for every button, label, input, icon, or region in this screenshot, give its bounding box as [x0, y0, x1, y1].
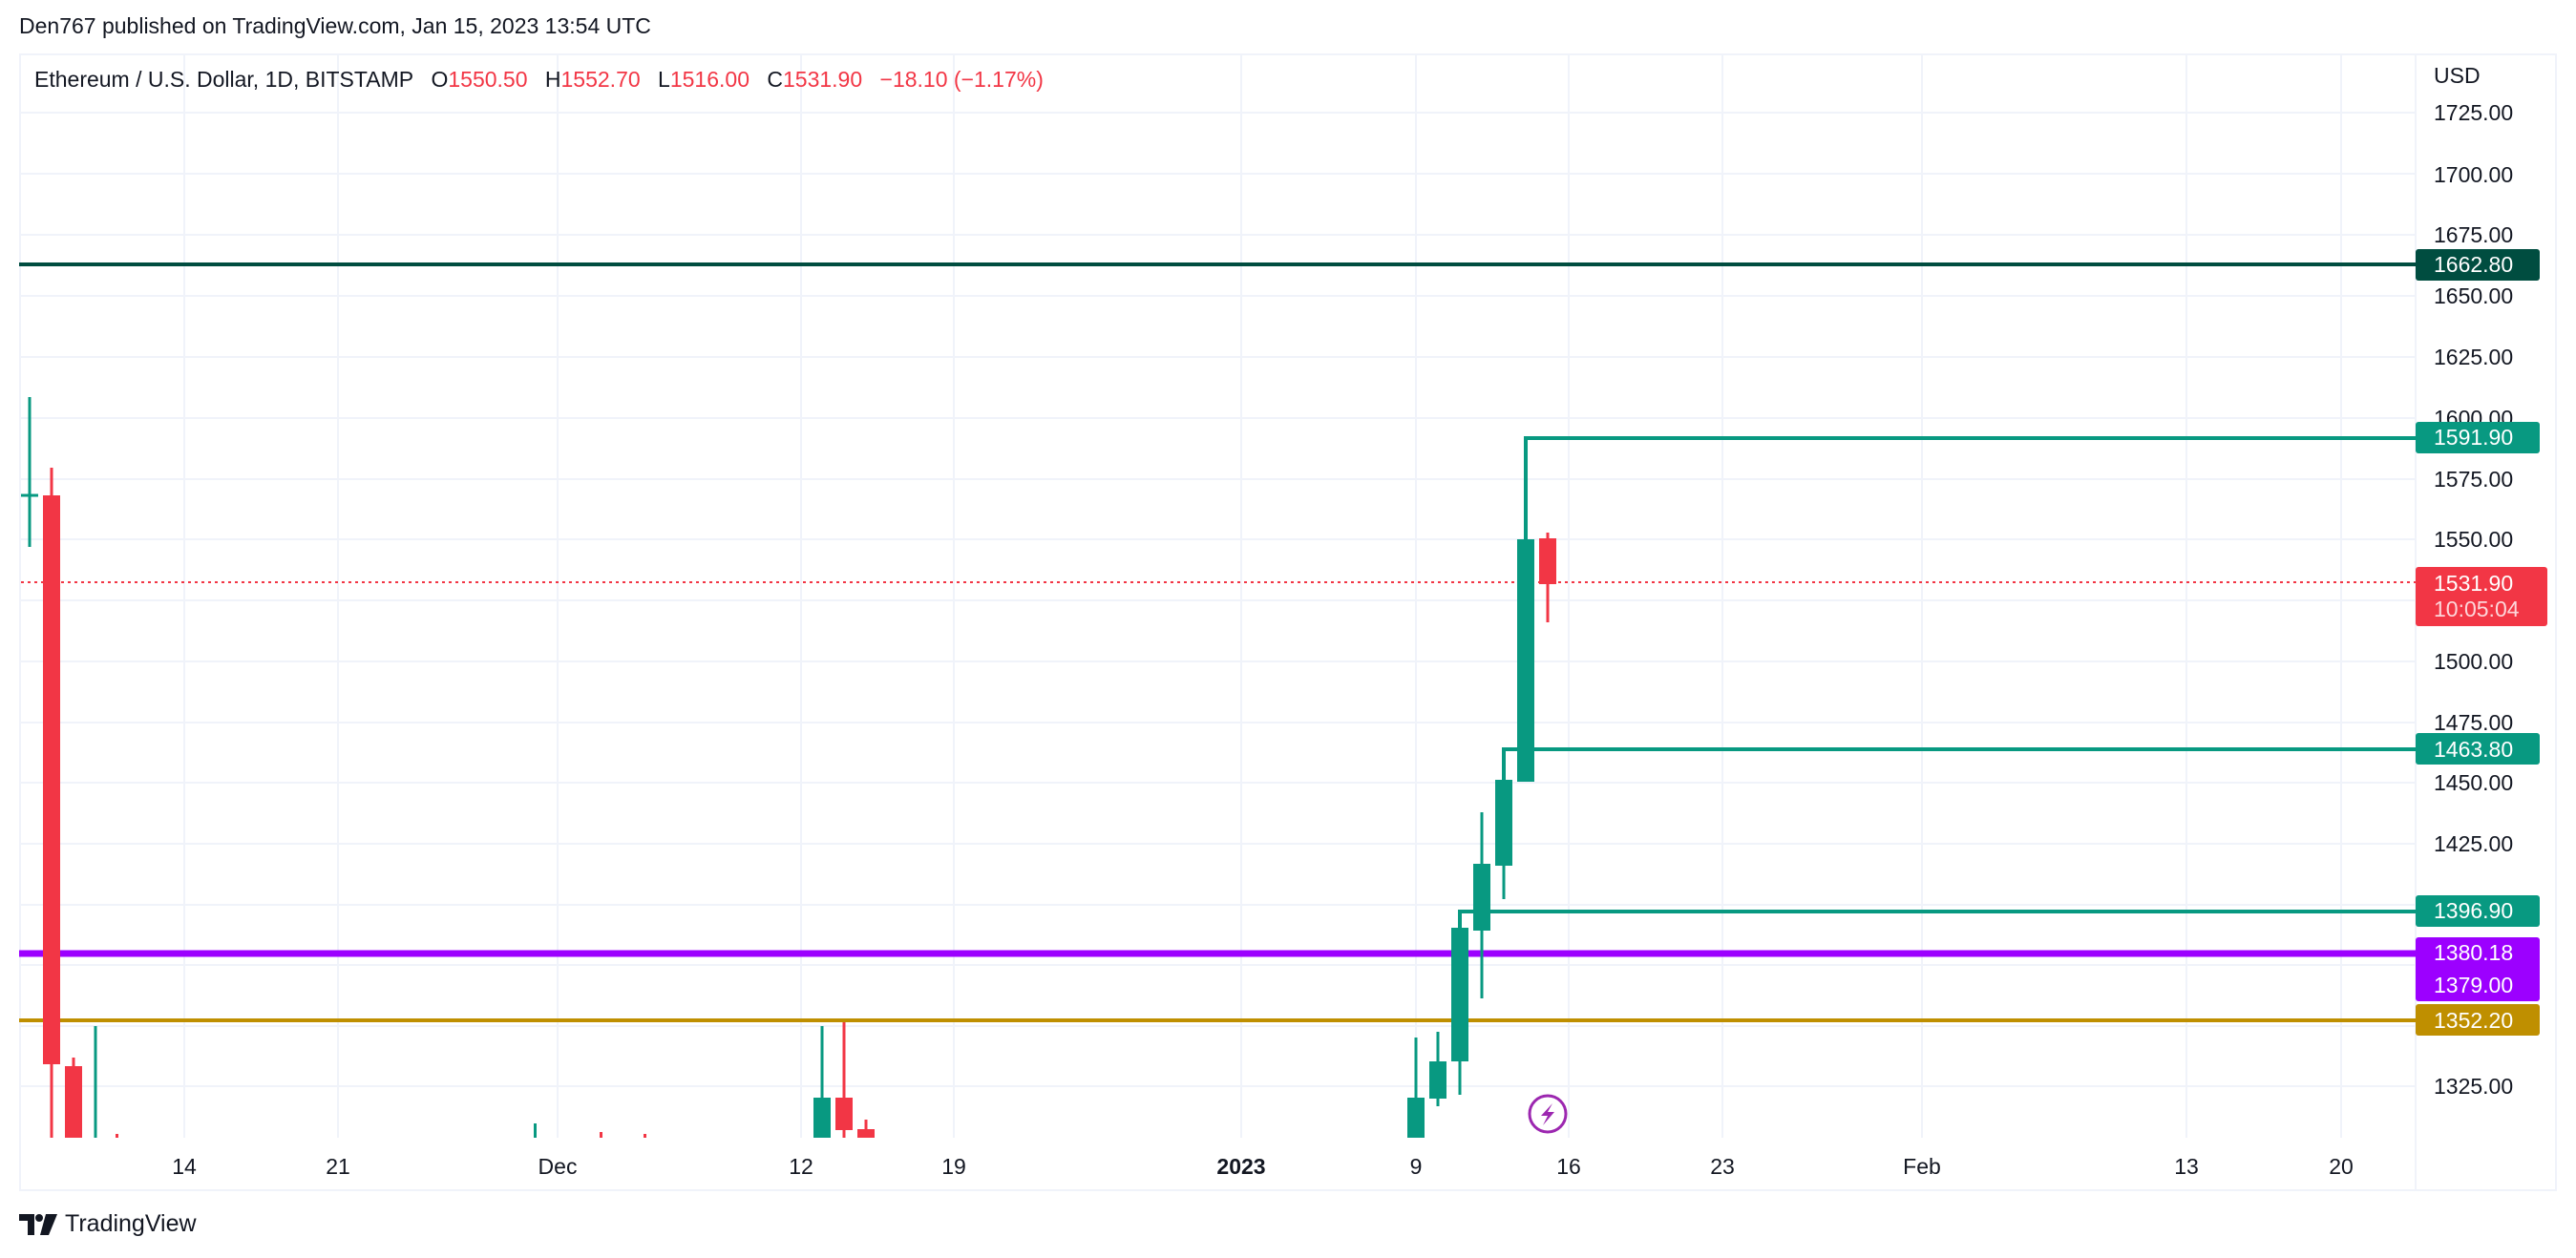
open-label: O	[431, 67, 449, 92]
price-tag-label: 1463.80	[2434, 737, 2513, 762]
price-axis[interactable]: 1725.00 1700.00 1675.00 1650.00 1625.00 …	[2434, 100, 2513, 1099]
close-label: C	[767, 67, 783, 92]
open-value: 1550.50	[448, 67, 528, 92]
price-tick: 1700.00	[2434, 162, 2513, 187]
price-tags: 1662.80 1591.90 1531.90 10:05:04 1463.80…	[2416, 249, 2547, 1036]
price-tick: 1725.00	[2434, 100, 2513, 125]
low-label: L	[658, 67, 670, 92]
price-tag-label: 1591.90	[2434, 425, 2513, 450]
time-axis[interactable]: 14 21 Dec 12 19 2023 9 16 23 Feb 13 20	[172, 1154, 2354, 1179]
grid-vertical	[183, 55, 2342, 1138]
time-tick: Dec	[538, 1154, 578, 1179]
price-tag-1380: 1380.18 1379.00	[2416, 937, 2540, 1001]
tradingview-logo-icon	[19, 1213, 57, 1235]
tradingview-logo[interactable]: TradingView	[19, 1210, 197, 1238]
price-tick: 1550.00	[2434, 527, 2513, 552]
change-value: −18.10 (−1.17%)	[879, 67, 1044, 92]
grid-horizontal	[21, 112, 2416, 1087]
time-tick: 23	[1710, 1154, 1735, 1179]
time-tick: 14	[172, 1154, 197, 1179]
brand-name: TradingView	[65, 1210, 197, 1237]
price-tag-1396: 1396.90	[2416, 895, 2540, 927]
time-tick: Feb	[1903, 1154, 1941, 1179]
price-tick: 1650.00	[2434, 283, 2513, 308]
time-tick: 16	[1556, 1154, 1581, 1179]
price-tick: 1450.00	[2434, 770, 2513, 795]
price-tag-1352: 1352.20	[2416, 1004, 2540, 1036]
price-tag-label: 1662.80	[2434, 252, 2513, 277]
time-tick: 21	[326, 1154, 350, 1179]
countdown-label: 10:05:04	[2434, 597, 2520, 621]
price-tick: 1575.00	[2434, 467, 2513, 492]
level-line-1591[interactable]	[1524, 436, 2416, 571]
price-tag-1662: 1662.80	[2416, 249, 2540, 281]
high-value: 1552.70	[560, 67, 641, 92]
price-tick: 1500.00	[2434, 649, 2513, 674]
price-tick: 1675.00	[2434, 222, 2513, 247]
price-tag-label: 1531.90	[2434, 571, 2513, 596]
lightning-event-icon[interactable]	[1528, 1094, 1568, 1134]
high-label: H	[544, 67, 561, 92]
level-line-1396[interactable]	[1458, 910, 2416, 939]
price-tick: 1475.00	[2434, 710, 2513, 735]
close-value: 1531.90	[783, 67, 863, 92]
price-tag-1591: 1591.90	[2416, 422, 2540, 453]
time-tick: 9	[1410, 1154, 1423, 1179]
published-info: Den767 published on TradingView.com, Jan…	[19, 13, 651, 38]
price-tick: 1425.00	[2434, 831, 2513, 856]
price-tag-current: 1531.90 10:05:04	[2416, 567, 2547, 626]
currency-label[interactable]: USD	[2434, 63, 2481, 88]
time-tick-year: 2023	[1216, 1154, 1265, 1179]
symbol-title[interactable]: Ethereum / U.S. Dollar, 1D, BITSTAMP	[34, 67, 414, 92]
symbol-legend: Ethereum / U.S. Dollar, 1D, BITSTAMP O15…	[34, 67, 1044, 93]
price-tag-label: 1396.90	[2434, 898, 2513, 923]
chart-frame	[19, 53, 2557, 1191]
time-tick: 13	[2174, 1154, 2199, 1179]
price-tag-label: 1380.18	[2434, 940, 2513, 965]
level-line-1463[interactable]	[1502, 747, 2416, 780]
price-tag-1463: 1463.80	[2416, 733, 2540, 765]
candles	[21, 397, 1556, 1138]
price-tag-label: 1352.20	[2434, 1008, 2513, 1033]
low-value: 1516.00	[669, 67, 750, 92]
time-tick: 20	[2329, 1154, 2354, 1179]
price-tick: 1625.00	[2434, 345, 2513, 369]
price-tag-label: 1379.00	[2434, 973, 2513, 997]
time-tick: 19	[941, 1154, 966, 1179]
price-tick: 1325.00	[2434, 1074, 2513, 1099]
time-tick: 12	[789, 1154, 813, 1179]
